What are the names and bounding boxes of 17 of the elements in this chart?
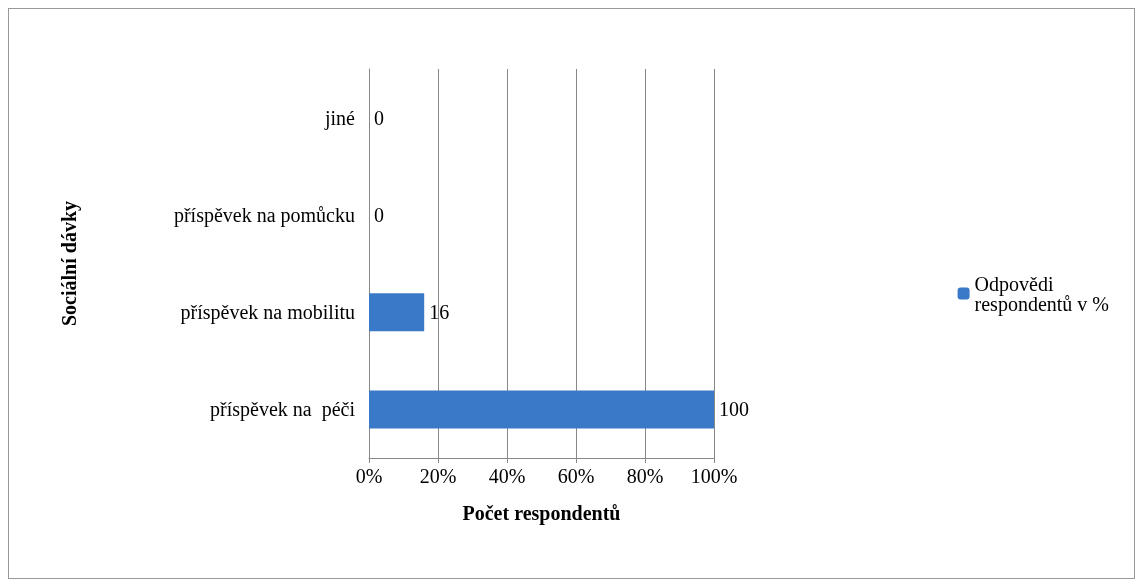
x-tick-label: 60% — [557, 465, 595, 487]
legend-label: Odpovědi respondentů v % — [974, 272, 1110, 316]
x-tick-label: 0% — [355, 465, 383, 487]
x-tick-label: 40% — [488, 465, 526, 487]
data-label: 100 — [719, 398, 749, 421]
y-tick-label: příspěvek na mobilitu — [180, 301, 355, 325]
y-axis-title: Sociální dávky — [58, 200, 81, 327]
y-tick-label: příspěvek na péči — [210, 398, 356, 422]
y-tick-label: jiné — [324, 106, 356, 130]
data-label: 0 — [374, 106, 384, 129]
x-axis-title: Počet respondentů — [462, 502, 621, 525]
x-tick-label: 80% — [626, 465, 664, 487]
data-label: 0 — [374, 203, 384, 226]
x-tick-label: 20% — [419, 465, 457, 487]
y-tick-label: příspěvek na pomůcku — [173, 203, 355, 227]
x-tick-label: 100% — [690, 465, 738, 487]
data-label: 16 — [429, 301, 450, 324]
